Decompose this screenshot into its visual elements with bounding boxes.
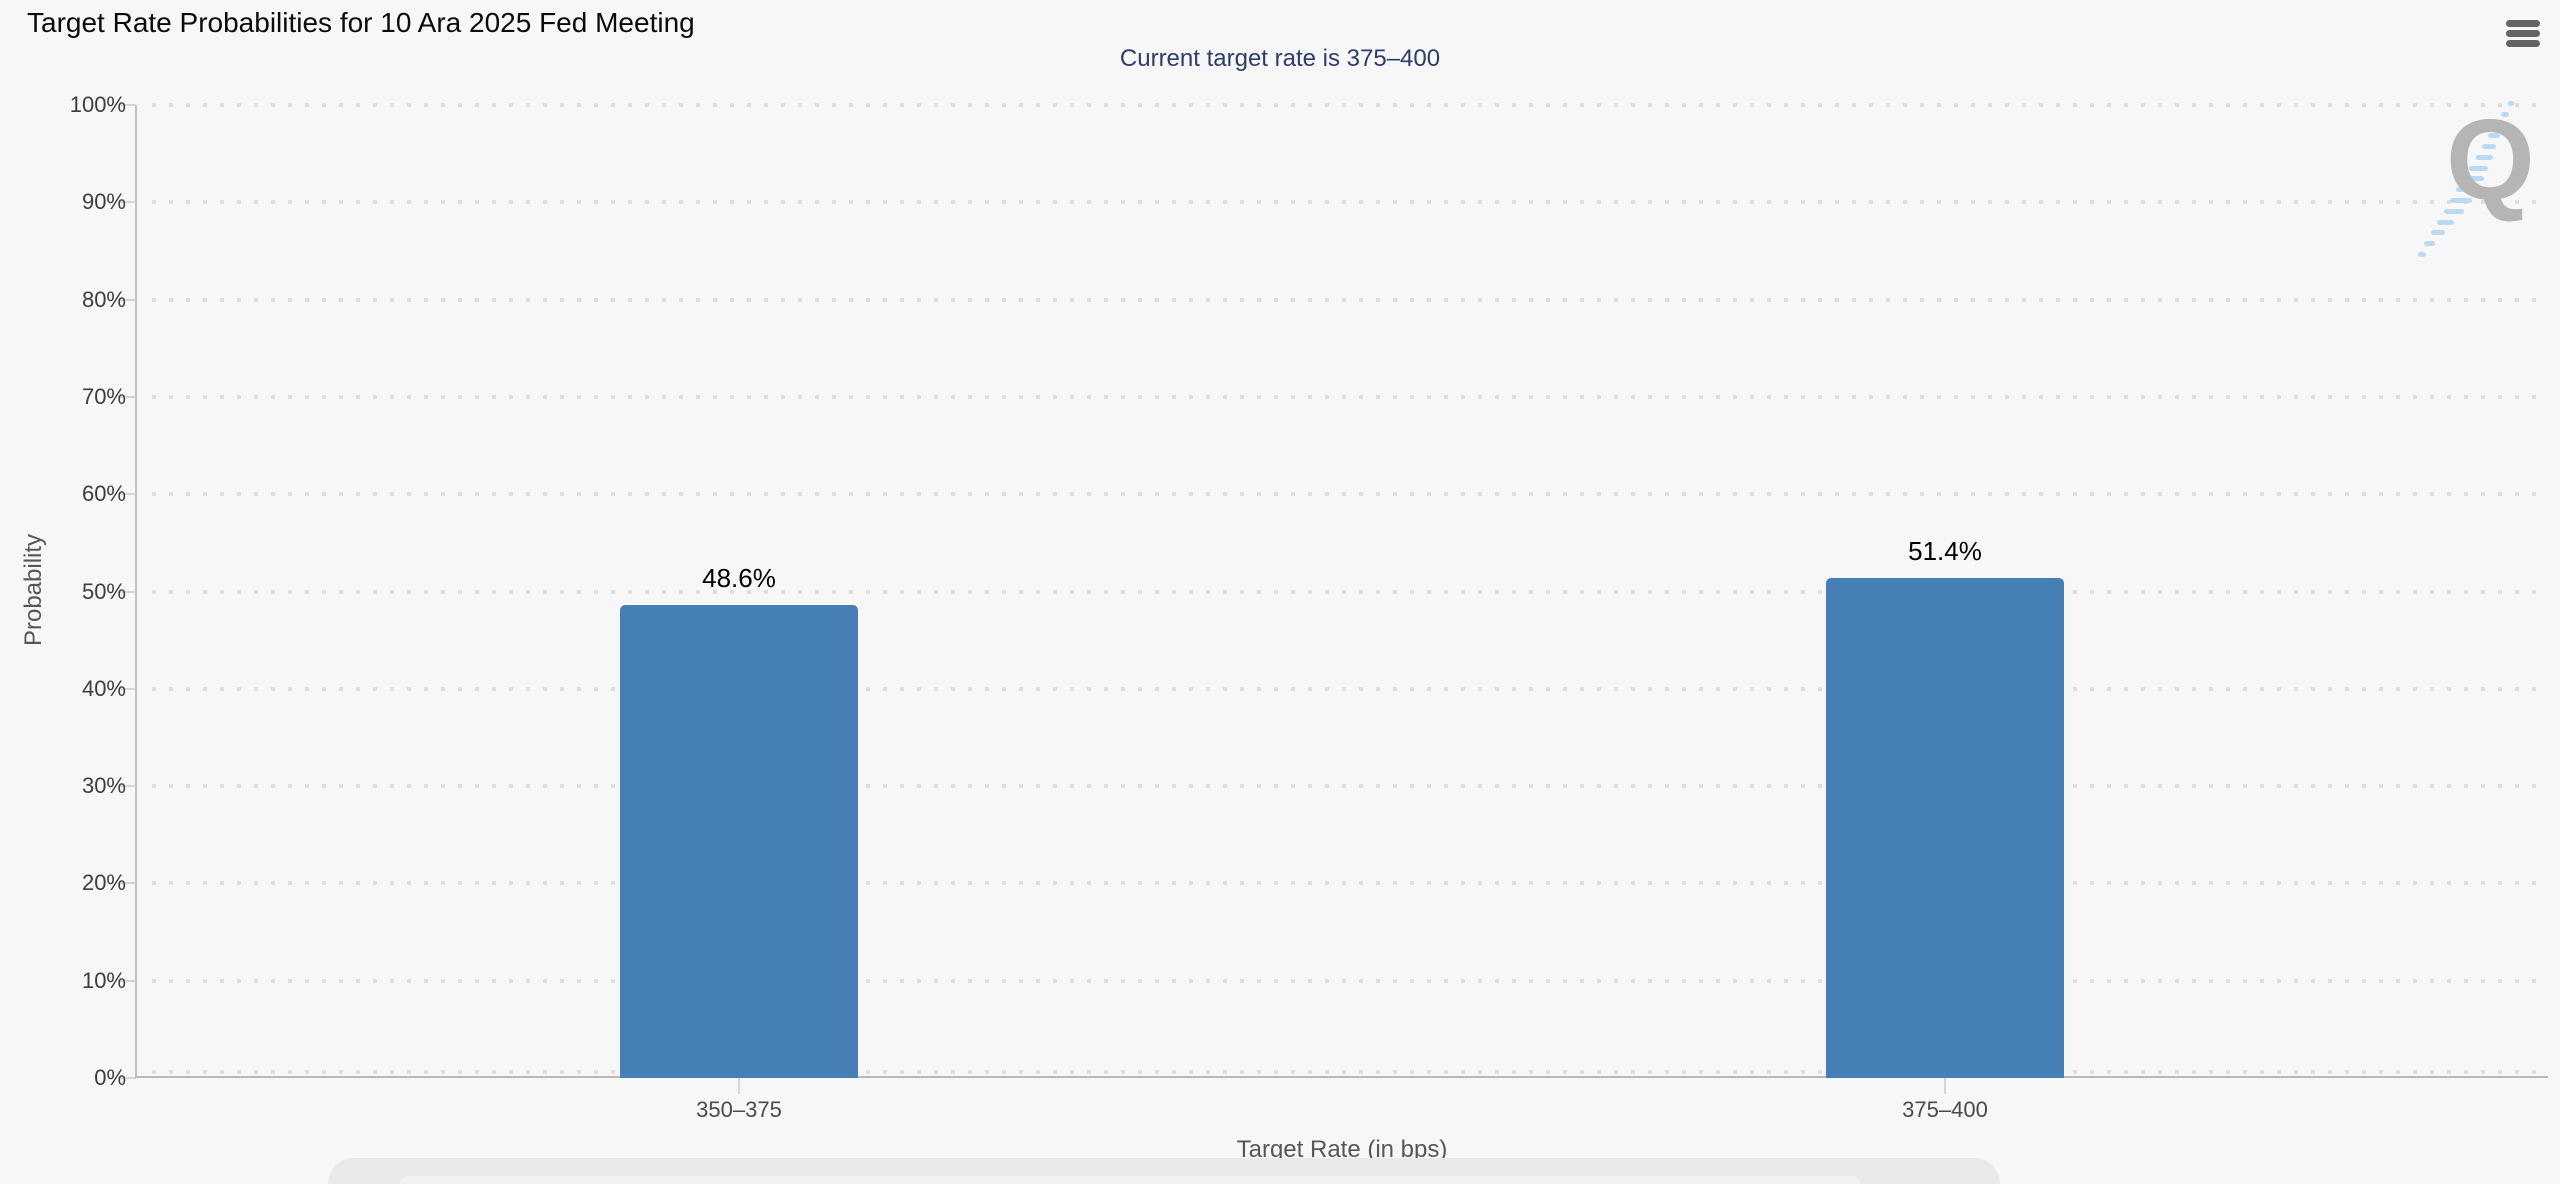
gridline-80% <box>152 298 2548 302</box>
gridline-0% <box>152 1070 2548 1074</box>
hamburger-menu-icon <box>2506 20 2540 27</box>
gridline-60% <box>152 492 2548 496</box>
bar-375–400[interactable] <box>1826 578 2064 1078</box>
bar-350–375[interactable] <box>620 605 858 1078</box>
y-tick-label: 20% <box>81 870 126 895</box>
hamburger-menu-icon <box>2506 40 2540 47</box>
chart-menu-button[interactable] <box>2505 18 2541 50</box>
x-tick-label: 375–400 <box>1902 1097 1988 1122</box>
chart-title: Target Rate Probabilities for 10 Ara 202… <box>27 7 695 38</box>
y-axis-tick <box>118 1077 136 1079</box>
gridline-30% <box>152 784 2548 788</box>
y-axis-title: Probability <box>20 533 47 647</box>
x-axis-tick <box>738 1078 740 1094</box>
gridline-40% <box>152 687 2548 691</box>
watermark-dash <box>2488 133 2501 139</box>
y-tick-label: 100% <box>69 92 126 117</box>
watermark-dash <box>2456 187 2479 193</box>
y-tick-label: 0% <box>94 1065 126 1090</box>
watermark-q-icon: Q <box>2446 97 2535 224</box>
x-axis-tick <box>1944 1078 1946 1094</box>
chart-subtitle: Current target rate is 375–400 <box>1119 45 1441 72</box>
bar-value-label: 51.4% <box>1908 536 1982 566</box>
y-axis-tick <box>118 980 136 982</box>
gridline-90% <box>152 200 2548 204</box>
watermark-dash <box>2501 111 2510 117</box>
y-axis-tick <box>118 201 136 203</box>
y-tick-label: 40% <box>81 676 126 701</box>
y-tick-label: 80% <box>81 287 126 312</box>
y-axis-tick <box>118 396 136 398</box>
y-axis-tick <box>118 882 136 884</box>
y-axis-line <box>135 105 137 1078</box>
watermark-dash <box>2437 219 2455 225</box>
watermark-dash <box>2507 100 2514 106</box>
quikstrike-watermark: Q <box>2400 80 2560 260</box>
gridline-50% <box>152 590 2548 594</box>
watermark-dash <box>2482 144 2496 149</box>
gridline-100% <box>152 103 2548 107</box>
y-tick-label: 10% <box>81 968 126 993</box>
y-tick-label: 70% <box>81 384 126 409</box>
gridline-20% <box>152 881 2548 885</box>
y-tick-label: 90% <box>81 189 126 214</box>
x-tick-label: 350–375 <box>696 1097 782 1122</box>
y-axis-tick <box>118 785 136 787</box>
y-tick-label: 60% <box>81 481 126 506</box>
y-axis-tick <box>118 299 136 301</box>
watermark-dash <box>2494 122 2505 128</box>
y-axis-tick <box>118 493 136 495</box>
watermark-dash <box>2424 241 2436 247</box>
watermark-dash <box>2475 154 2493 160</box>
watermark-dash <box>2469 165 2489 171</box>
watermark-dash <box>2462 176 2484 182</box>
watermark-dash <box>2418 252 2426 257</box>
y-axis-tick <box>118 104 136 106</box>
x-axis-line <box>135 1076 2548 1078</box>
bottom-panel-top-edge-inner <box>400 1176 1860 1184</box>
bar-value-label: 48.6% <box>702 563 776 593</box>
gridline-10% <box>152 979 2548 983</box>
y-axis-tick <box>118 688 136 690</box>
y-tick-label: 30% <box>81 773 126 798</box>
hamburger-menu-icon <box>2506 30 2540 37</box>
gridline-70% <box>152 395 2548 399</box>
watermark-dash <box>2443 208 2464 214</box>
watermark-dash <box>2450 198 2472 203</box>
watermark-dash <box>2430 230 2445 236</box>
y-axis-tick <box>118 591 136 593</box>
y-tick-label: 50% <box>81 579 126 604</box>
